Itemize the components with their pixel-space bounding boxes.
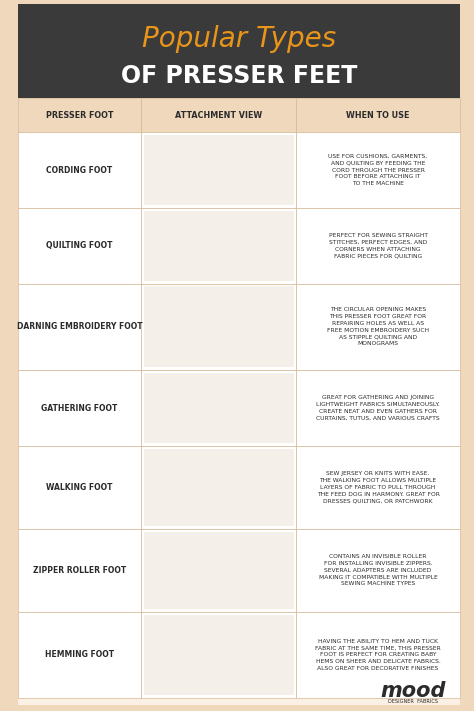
Text: mood: mood: [380, 681, 446, 701]
FancyBboxPatch shape: [18, 446, 141, 529]
FancyBboxPatch shape: [144, 373, 294, 443]
Text: HEMMING FOOT: HEMMING FOOT: [45, 651, 114, 659]
FancyBboxPatch shape: [144, 614, 294, 695]
Text: Popular Types: Popular Types: [142, 25, 336, 53]
Text: ZIPPER ROLLER FOOT: ZIPPER ROLLER FOOT: [33, 566, 126, 574]
Text: PERFECT FOR SEWING STRAIGHT
STITCHES, PERFECT EDGES, AND
CORNERS WHEN ATTACHING
: PERFECT FOR SEWING STRAIGHT STITCHES, PE…: [328, 233, 428, 259]
FancyBboxPatch shape: [144, 287, 294, 368]
FancyBboxPatch shape: [18, 98, 141, 132]
FancyBboxPatch shape: [296, 98, 460, 132]
FancyBboxPatch shape: [296, 208, 460, 284]
FancyBboxPatch shape: [296, 284, 460, 370]
FancyBboxPatch shape: [141, 132, 296, 208]
Text: WALKING FOOT: WALKING FOOT: [46, 483, 113, 492]
Text: WHEN TO USE: WHEN TO USE: [346, 111, 410, 119]
FancyBboxPatch shape: [18, 284, 141, 370]
FancyBboxPatch shape: [296, 529, 460, 611]
Text: DARNING EMBROIDERY FOOT: DARNING EMBROIDERY FOOT: [17, 322, 142, 331]
Text: PRESSER FOOT: PRESSER FOOT: [46, 111, 113, 119]
FancyBboxPatch shape: [18, 611, 141, 698]
FancyBboxPatch shape: [296, 446, 460, 529]
Text: CONTAINS AN INVISIBLE ROLLER
FOR INSTALLING INVISIBLE ZIPPERS.
SEVERAL ADAPTERS : CONTAINS AN INVISIBLE ROLLER FOR INSTALL…: [319, 554, 438, 587]
FancyBboxPatch shape: [18, 98, 460, 705]
Text: USE FOR CUSHIONS, GARMENTS,
AND QUILTING BY FEEDING THE
CORD THROUGH THE PRESSER: USE FOR CUSHIONS, GARMENTS, AND QUILTING…: [328, 154, 428, 186]
FancyBboxPatch shape: [144, 449, 294, 526]
Text: THE CIRCULAR OPENING MAKES
THIS PRESSER FOOT GREAT FOR
REPAIRING HOLES AS WELL A: THE CIRCULAR OPENING MAKES THIS PRESSER …: [327, 307, 429, 346]
FancyBboxPatch shape: [141, 98, 296, 132]
FancyBboxPatch shape: [144, 135, 294, 205]
FancyBboxPatch shape: [144, 532, 294, 609]
FancyBboxPatch shape: [296, 132, 460, 208]
FancyBboxPatch shape: [18, 370, 141, 446]
FancyBboxPatch shape: [141, 284, 296, 370]
FancyBboxPatch shape: [18, 529, 141, 611]
FancyBboxPatch shape: [296, 370, 460, 446]
FancyBboxPatch shape: [141, 529, 296, 611]
FancyBboxPatch shape: [18, 208, 141, 284]
FancyBboxPatch shape: [141, 611, 296, 698]
Text: GREAT FOR GATHERING AND JOINING
LIGHTWEIGHT FABRICS SIMULTANEOUSLY.
CREATE NEAT : GREAT FOR GATHERING AND JOINING LIGHTWEI…: [316, 395, 440, 421]
FancyBboxPatch shape: [296, 611, 460, 698]
FancyBboxPatch shape: [18, 4, 460, 98]
Text: ATTACHMENT VIEW: ATTACHMENT VIEW: [175, 111, 263, 119]
Text: GATHERING FOOT: GATHERING FOOT: [41, 404, 118, 412]
FancyBboxPatch shape: [141, 208, 296, 284]
FancyBboxPatch shape: [144, 210, 294, 281]
Text: QUILTING FOOT: QUILTING FOOT: [46, 241, 113, 250]
Text: DESIGNER  FABRICS: DESIGNER FABRICS: [388, 699, 438, 705]
FancyBboxPatch shape: [141, 446, 296, 529]
FancyBboxPatch shape: [141, 370, 296, 446]
Text: SEW JERSEY OR KNITS WITH EASE.
THE WALKING FOOT ALLOWS MULTIPLE
LAYERS OF FABRIC: SEW JERSEY OR KNITS WITH EASE. THE WALKI…: [317, 471, 439, 503]
FancyBboxPatch shape: [18, 132, 141, 208]
Text: HAVING THE ABILITY TO HEM AND TUCK
FABRIC AT THE SAME TIME, THIS PRESSER
FOOT IS: HAVING THE ABILITY TO HEM AND TUCK FABRI…: [315, 639, 441, 671]
Text: OF PRESSER FEET: OF PRESSER FEET: [120, 64, 357, 88]
Text: CORDING FOOT: CORDING FOOT: [46, 166, 113, 175]
